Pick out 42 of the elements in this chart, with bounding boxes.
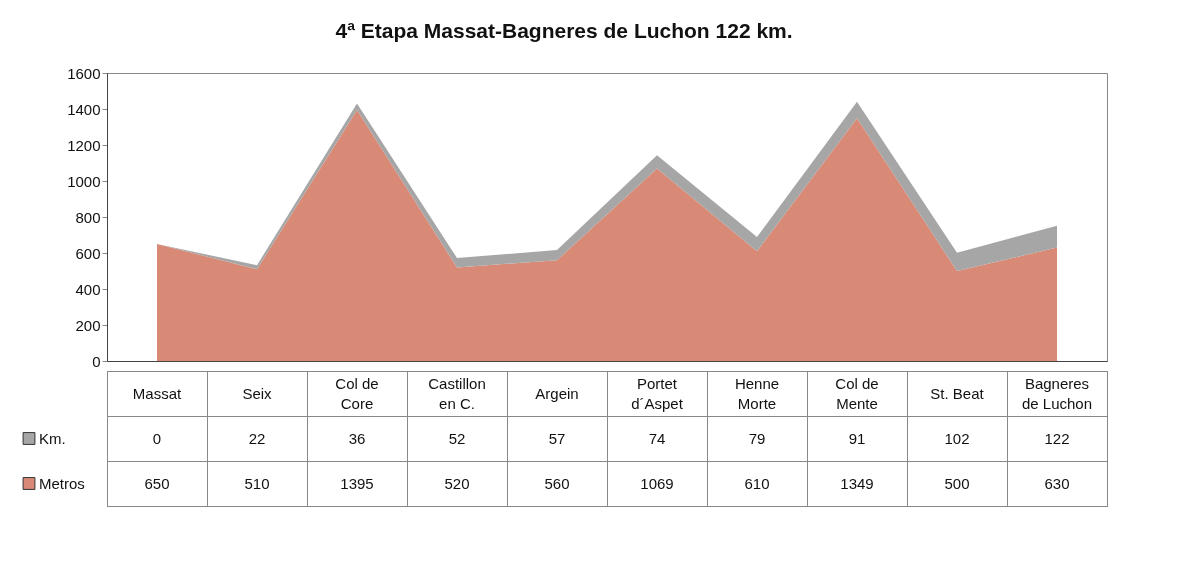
data-label: 1349 [840,474,874,492]
y-tick-label: 600 [75,244,101,262]
data-label: 500 [944,474,970,492]
data-label: 0 [152,429,162,447]
x-tick-label: Henne Morte [734,374,780,412]
y-tick-label: 1600 [67,64,101,82]
legend-label: Metros [39,474,85,492]
y-tick-label: 0 [92,352,101,370]
x-tick-label: Castillon en C. [428,374,486,412]
legend-label: Km. [39,429,66,447]
data-label: 1069 [640,474,674,492]
y-tick-label: 400 [75,280,101,298]
data-label: 52 [448,429,466,447]
chart-title: 4ª Etapa Massat-Bagneres de Luchon 122 km. [335,18,793,42]
x-tick-label: Bagneres de Luchon [1021,374,1093,412]
data-label: 74 [648,429,666,447]
x-tick-label: Col de Mente [835,374,879,412]
data-label: 510 [244,474,270,492]
data-label: 102 [944,429,970,447]
x-tick-label: St. Beat [930,384,985,402]
data-label: 91 [848,429,866,447]
y-tick-label: 1200 [67,136,101,154]
x-tick-label: Argein [535,384,579,402]
data-label: 79 [748,429,766,447]
x-tick-label: Col de Core [335,374,379,412]
data-label: 57 [548,429,566,447]
x-tick-label: Portet d´Aspet [631,374,684,412]
y-tick-label: 1000 [67,172,101,190]
y-tick-label: 200 [75,316,101,334]
data-label: 22 [248,429,266,447]
data-label: 650 [144,474,170,492]
data-label: 560 [544,474,570,492]
y-tick-label: 800 [75,208,101,226]
data-label: 1395 [340,474,374,492]
data-label: 520 [444,474,470,492]
data-label: 610 [744,474,770,492]
data-label: 36 [348,429,366,447]
x-tick-label: Seix [242,384,273,402]
y-tick-label: 1400 [67,100,101,118]
data-label: 122 [1044,429,1070,447]
x-tick-label: Massat [132,384,182,402]
data-label: 630 [1044,474,1070,492]
